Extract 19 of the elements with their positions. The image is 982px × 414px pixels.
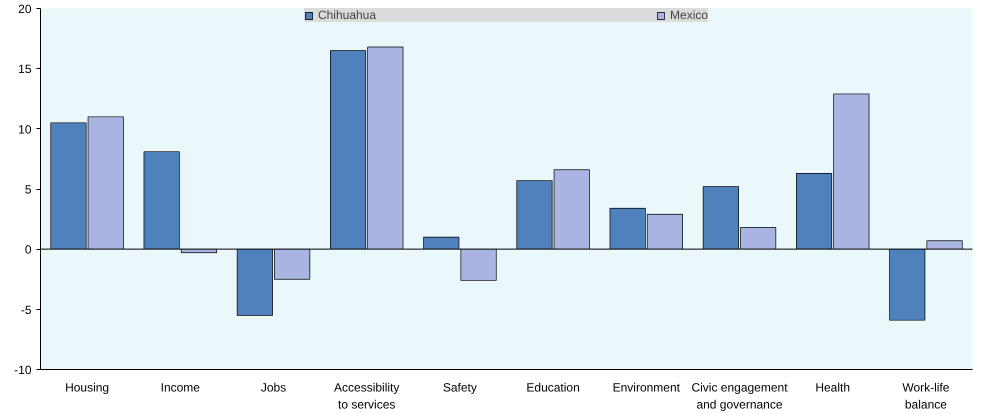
x-tick-label: Education: [526, 380, 580, 394]
legend-label: Chihuahua: [318, 8, 376, 22]
x-tick-label: Income: [160, 380, 200, 394]
y-tick-label: 20: [18, 2, 32, 16]
y-tick-label: -10: [14, 363, 32, 377]
legend-label: Mexico: [670, 8, 708, 22]
x-tick-label: Safety: [442, 380, 477, 394]
x-tick-label: Accessibility to services: [334, 380, 400, 412]
x-tick-label: Work-life balance: [902, 380, 950, 412]
y-tick-label: -5: [20, 302, 32, 317]
y-tick-label: 15: [18, 62, 32, 76]
y-tick-label: 10: [18, 122, 32, 136]
x-tick-label: Civic engagement and governance: [691, 380, 788, 412]
y-tick-label: 0: [24, 242, 32, 257]
x-tick-label: Jobs: [260, 380, 286, 394]
x-tick-label: Environment: [612, 380, 681, 394]
y-tick-label: 5: [24, 182, 32, 196]
x-tick-label: Housing: [65, 380, 110, 394]
x-tick-label: Health: [815, 380, 850, 394]
